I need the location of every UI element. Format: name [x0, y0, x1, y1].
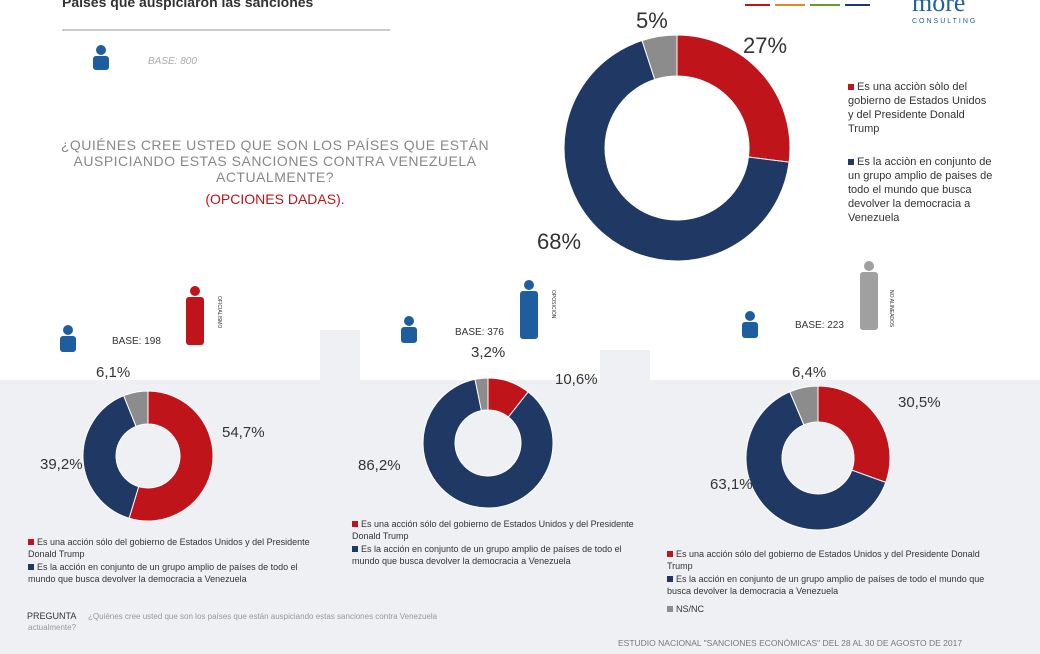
- legend-text: Es una acción sólo del gobierno de Estad…: [352, 519, 634, 541]
- logo: more: [912, 0, 966, 17]
- donut-slice: [82, 395, 140, 519]
- question: ¿QUIÉNES CREE USTED QUE SON LOS PAÍSES Q…: [60, 137, 490, 185]
- legend-swatch: [667, 606, 673, 612]
- value-label: 6,4%: [792, 364, 827, 381]
- value-label: 39,2%: [40, 456, 83, 473]
- footer-question: ¿Quiénes cree usted que son los países q…: [28, 612, 438, 632]
- legend-text: Es la acción en conjunto de un grupo amp…: [28, 562, 298, 584]
- value-label: 6,1%: [96, 364, 131, 381]
- legend-entry: Es una acción sólo del gobierno de Estad…: [667, 548, 997, 572]
- value-label: 10,6%: [555, 371, 598, 388]
- person-icons: [186, 261, 878, 345]
- value-label: 86,2%: [358, 457, 401, 474]
- donut-slice: [789, 385, 819, 426]
- value-label: 30,5%: [898, 394, 941, 411]
- legend-entry: Es una acciòn sòlo del gobierno de Estad…: [848, 80, 993, 136]
- legend-swatch: [848, 84, 854, 90]
- legend-text: Es una acciòn sòlo del gobierno de Estad…: [848, 81, 987, 135]
- legend-swatch: [848, 159, 854, 165]
- legend-swatch: [28, 564, 34, 570]
- legend-swatch: [667, 551, 673, 557]
- donut-slice: [123, 390, 149, 427]
- legend-text: Es la acciòn en conjunto de un grupo amp…: [848, 156, 993, 224]
- donut-slice: [563, 39, 790, 262]
- source: ESTUDIO NACIONAL "SANCIONES ECONÓMICAS" …: [618, 638, 963, 648]
- legend-swatch: [352, 546, 358, 552]
- base: BASE: 800: [148, 56, 197, 67]
- legend-entry: NS/NC: [667, 603, 997, 615]
- group-label: OPOSICIÓN: [550, 290, 556, 319]
- value-label: 27%: [743, 33, 788, 58]
- legend-text: Es una acción sólo del gobierno de Estad…: [667, 549, 980, 571]
- group-label: NO ALINEADOS: [888, 290, 894, 328]
- legend-text: Es una acción sólo del gobierno de Estad…: [28, 537, 310, 559]
- legend-entry: Es una acción sólo del gobierno de Estad…: [28, 536, 318, 560]
- legend-entry: Es la acción en conjunto de un grupo amp…: [667, 573, 997, 597]
- title: Países que auspiciaron las sanciones: [62, 0, 314, 10]
- logo-tagline: CONSULTING: [912, 18, 978, 25]
- footer-question-label: PREGUNTA: [27, 611, 77, 621]
- legend-entry: Es la acción en conjunto de un grupo amp…: [352, 543, 642, 567]
- legend-swatch: [28, 539, 34, 545]
- value-label: 68%: [537, 229, 582, 254]
- value-label: 63,1%: [710, 476, 753, 493]
- donut-slice: [745, 391, 887, 531]
- donut-slice: [128, 390, 214, 522]
- legend-text: Es la acción en conjunto de un grupo amp…: [667, 574, 985, 596]
- group-base: BASE: 376: [455, 327, 504, 338]
- legend-entry: Es una acción sólo del gobierno de Estad…: [352, 518, 642, 542]
- value-label: 3,2%: [471, 344, 506, 361]
- legend-swatch: [667, 576, 673, 582]
- legend-swatch: [352, 521, 358, 527]
- legend-entry: Es la acciòn en conjunto de un grupo amp…: [848, 155, 993, 225]
- donut-slice: [422, 378, 554, 509]
- legend-entry: Es la acción en conjunto de un grupo amp…: [28, 561, 318, 585]
- donut-slice: [817, 385, 891, 484]
- legend-text: Es la acción en conjunto de un grupo amp…: [352, 544, 622, 566]
- legend-text: NS/NC: [676, 604, 705, 614]
- donut-slice: [474, 377, 489, 412]
- donut-slice: [641, 34, 678, 81]
- group-label: OFICIALISMO: [216, 296, 222, 329]
- group-base: BASE: 223: [795, 320, 844, 331]
- group-base: BASE: 198: [112, 336, 161, 347]
- people-icons: [60, 45, 758, 352]
- value-label: 5%: [636, 8, 668, 33]
- options-note: (OPCIONES DADAS).: [205, 191, 345, 207]
- value-label: 54,7%: [222, 424, 265, 441]
